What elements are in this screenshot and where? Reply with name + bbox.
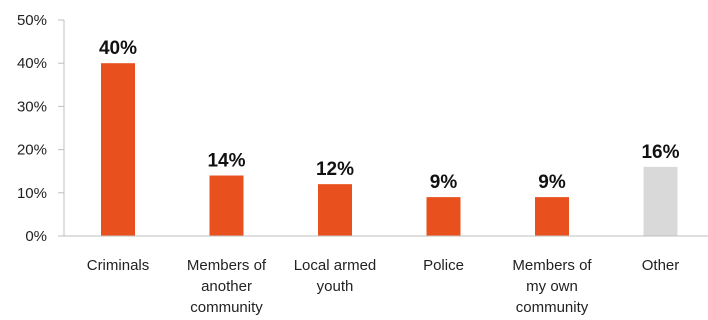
y-tick-label: 30% [17,98,47,115]
data-label: 16% [641,142,679,163]
x-tick-label: Members of [512,257,592,274]
x-tick-label: Local armed [294,257,377,274]
data-label: 12% [316,159,354,180]
bar [318,184,352,236]
x-tick-label: Other [642,257,680,274]
data-label: 40% [99,38,137,59]
y-tick-label: 20% [17,142,47,159]
y-tick-label: 10% [17,185,47,202]
x-tick-label: youth [317,278,354,295]
bar [101,63,135,237]
bars: 40% 14% 12% 9% 9% 16% [99,38,680,237]
bar [535,197,569,236]
x-tick-label: community [190,299,263,316]
x-tick-label: another [201,278,252,295]
x-tick-label: my own [526,278,578,295]
bar [209,175,244,236]
bar [643,166,678,236]
bar [426,197,461,236]
y-tick-label: 50% [17,12,47,29]
x-tick-label: Police [423,257,464,274]
y-tick-label: 0% [25,228,47,245]
x-tick-label: Criminals [87,257,150,274]
data-label: 9% [430,172,458,193]
data-label: 9% [538,172,566,193]
data-label: 14% [207,151,245,172]
x-tick-label: Members of [187,257,267,274]
y-axis: 0% 10% 20% 30% 40% 50% [17,12,65,245]
x-tick-label: community [516,299,589,316]
y-tick-label: 40% [17,55,47,72]
x-axis: Criminals Members of another community Local… [64,235,708,316]
